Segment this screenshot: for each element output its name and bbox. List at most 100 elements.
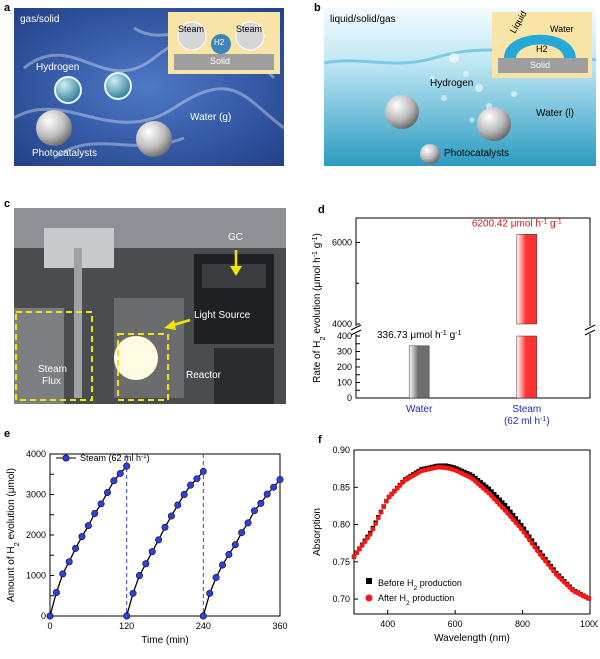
- series-line: [49, 465, 128, 617]
- data-point: [219, 561, 227, 569]
- y-tick-label: 3000: [26, 490, 46, 500]
- data-point: [263, 490, 271, 498]
- after-point: [551, 568, 556, 574]
- photocatalyst-sphere: [36, 110, 72, 146]
- y-tick-label: 0.90: [332, 445, 350, 455]
- before-point: [475, 477, 481, 483]
- panel-b-phase-label: liquid/solid/gas: [330, 14, 396, 25]
- x-tick-label: 240: [196, 621, 211, 631]
- y-tick-label: 0.85: [332, 482, 350, 492]
- inset-a-solid-label: Solid: [210, 56, 231, 66]
- after-point: [351, 554, 357, 559]
- after-point: [370, 526, 376, 532]
- data-point: [231, 541, 239, 549]
- after-point: [586, 596, 592, 601]
- after-point: [513, 520, 519, 526]
- axis-break-mark: [350, 329, 362, 336]
- panel-c-steam-label: Steam: [38, 364, 67, 375]
- axis-break-mask: [584, 326, 596, 334]
- y-tick-label: 0.70: [332, 594, 350, 604]
- after-point: [521, 529, 527, 535]
- after-point: [362, 539, 368, 545]
- panel-a-illustration: gas/solid Steam Steam H2 Solid Hydrogen …: [14, 8, 284, 166]
- x-tick-label: 800: [515, 619, 530, 629]
- inset-b-water: Water: [550, 24, 574, 34]
- before-point: [508, 509, 513, 514]
- panel-b-photocatalysts-label: Photocatalysts: [444, 148, 510, 159]
- data-point: [206, 589, 214, 597]
- axis-break-mark: [584, 329, 596, 336]
- plot-frame: [353, 449, 591, 615]
- before-point: [500, 500, 505, 505]
- x-tick-label: 0: [47, 621, 52, 631]
- before-point: [529, 538, 535, 543]
- legend-label-after: After H2 production: [378, 593, 454, 607]
- data-point: [167, 512, 175, 520]
- photocatalyst-sphere: [136, 121, 172, 157]
- after-point: [367, 532, 373, 537]
- before-point: [497, 497, 502, 502]
- after-point: [548, 565, 554, 571]
- data-point: [135, 572, 143, 580]
- before-point: [524, 530, 529, 535]
- x-tick-label: 360: [272, 621, 287, 631]
- after-point: [532, 544, 538, 550]
- series-line: [202, 479, 281, 617]
- legend-marker: [62, 454, 70, 462]
- y-axis-label: Absorption: [312, 508, 323, 556]
- before-point: [519, 522, 524, 528]
- after-point: [524, 533, 530, 539]
- panel-c-reactor-label: Reactor: [186, 370, 222, 381]
- data-point: [155, 536, 163, 544]
- before-point: [492, 492, 497, 497]
- bar-water: [408, 345, 430, 399]
- y-axis-label: Amount of H2 evolution (μmol): [6, 468, 21, 602]
- after-point: [537, 552, 543, 557]
- before-point: [521, 526, 527, 531]
- y-tick-label: 0.75: [332, 557, 350, 567]
- data-point: [52, 589, 60, 597]
- y-tick-label: 0: [41, 611, 46, 621]
- panel-c-gc-label: GC: [228, 232, 243, 243]
- rate-bar-chart: 0 100 200 300 400 4000 6000 336.73 μmol h-1 g-1…: [312, 217, 596, 427]
- before-point: [510, 512, 516, 518]
- legend-label: Steam (62 ml h-1): [80, 453, 150, 464]
- x-axis-label: Time (min): [141, 635, 188, 646]
- before-point: [516, 519, 521, 524]
- inset-a-h2: H2: [214, 38, 225, 47]
- data-point: [238, 529, 246, 537]
- y-tick-label: 4000: [332, 319, 352, 329]
- absorption-scatter-chart: 0.70 0.75 0.80 0.85 0.90 400 600 800 1000 Before …: [312, 445, 598, 644]
- after-point: [535, 548, 540, 554]
- before-point: [486, 486, 492, 491]
- data-point: [148, 548, 156, 556]
- after-point: [354, 550, 360, 556]
- y-tick-label: 200: [337, 362, 352, 372]
- after-point: [356, 546, 362, 552]
- panel-c-flux-label: Flux: [42, 376, 61, 387]
- after-point: [508, 514, 513, 519]
- photocatalyst-sphere: [420, 144, 440, 164]
- before-point: [470, 473, 475, 479]
- panel-b-water-label: Water (l): [536, 108, 574, 119]
- after-point: [526, 537, 532, 543]
- panel-a-hydrogen-label: Hydrogen: [36, 62, 80, 73]
- plot-frame: [355, 217, 591, 399]
- data-point: [193, 475, 201, 483]
- data-point: [225, 550, 233, 558]
- data-point: [59, 570, 67, 578]
- y-tick-label: 0.80: [332, 520, 350, 530]
- data-point: [199, 467, 207, 475]
- after-point: [516, 523, 521, 529]
- bar-steam: [516, 234, 538, 325]
- data-point: [257, 499, 265, 507]
- after-point: [510, 517, 516, 523]
- before-point: [462, 469, 467, 475]
- after-point: [381, 504, 387, 510]
- data-point: [65, 558, 73, 566]
- panel-a-photocatalysts-label: Photocatalysts: [32, 148, 98, 159]
- after-point: [359, 543, 365, 548]
- data-point: [46, 612, 54, 620]
- data-point: [244, 519, 252, 527]
- y-tick-label: 300: [337, 347, 352, 357]
